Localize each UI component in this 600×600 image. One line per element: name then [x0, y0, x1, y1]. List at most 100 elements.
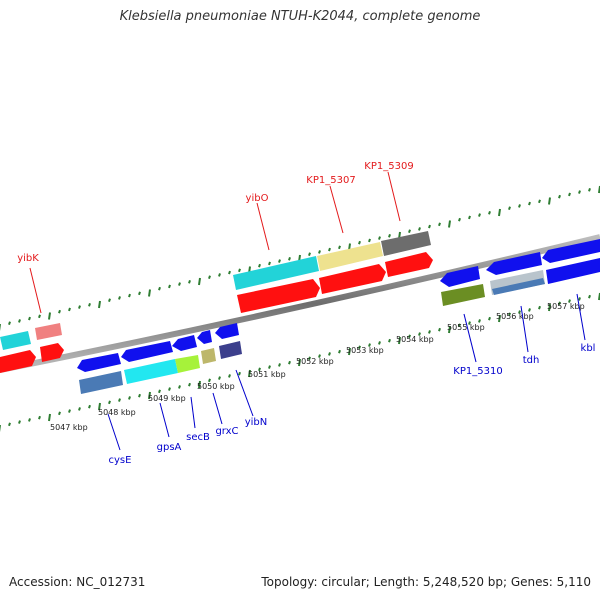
- gene-arrow-cyan-2[interactable]: [233, 256, 319, 290]
- minor-tick: [38, 415, 41, 420]
- minor-tick: [18, 420, 21, 424]
- gene-arrow-red-4[interactable]: [319, 264, 386, 294]
- minor-tick: [228, 374, 231, 378]
- gene-label-tdh[interactable]: tdh: [523, 355, 540, 366]
- minor-tick: [328, 247, 331, 252]
- gene-arrow-red-3[interactable]: [237, 279, 320, 313]
- minor-tick: [188, 279, 191, 284]
- minor-tick: [518, 310, 521, 314]
- reverse-strand-genes: [77, 239, 600, 394]
- gene-label-kbl[interactable]: kbl: [581, 343, 596, 354]
- major-tick: [248, 369, 251, 378]
- minor-tick: [8, 422, 11, 427]
- tick-label: 5049 kbp: [148, 394, 186, 403]
- minor-tick: [278, 259, 281, 263]
- tick-label: 5057 kbp: [547, 302, 585, 311]
- genome-backbone: [0, 234, 600, 373]
- minor-tick: [68, 307, 71, 312]
- minor-tick: [258, 263, 261, 268]
- major-tick: [498, 314, 501, 323]
- minor-tick: [28, 316, 31, 321]
- gene-arrow-blue-5[interactable]: [215, 323, 239, 339]
- gene-arrow-cyan-1[interactable]: [0, 331, 31, 350]
- gene-arrow-red-1[interactable]: [0, 350, 36, 373]
- minor-tick: [328, 352, 331, 356]
- gene-block-olivedrab[interactable]: [441, 284, 485, 306]
- major-tick: [398, 336, 401, 345]
- gene-label-grxc[interactable]: grxC: [215, 426, 238, 437]
- minor-tick: [408, 229, 411, 234]
- minor-tick: [108, 298, 111, 303]
- tick-label: 5048 kbp: [98, 408, 136, 417]
- minor-tick: [318, 354, 321, 358]
- gene-label-cyse[interactable]: cysE: [109, 455, 132, 466]
- gene-arrow-blue-8[interactable]: [542, 239, 600, 263]
- gene-block-steelblue-2[interactable]: [546, 258, 600, 284]
- gene-arrow-blue-1[interactable]: [77, 353, 121, 372]
- gene-block-navy[interactable]: [219, 341, 242, 359]
- gene-arrow-blue-6[interactable]: [440, 266, 480, 287]
- gene-block-olive[interactable]: [201, 348, 216, 364]
- minor-tick: [108, 400, 111, 405]
- major-tick: [148, 391, 151, 400]
- major-tick: [98, 300, 101, 309]
- minor-tick: [278, 363, 281, 367]
- tick-label: 5055 kbp: [447, 323, 485, 332]
- gene-label-yibn[interactable]: yibN: [245, 417, 268, 428]
- gene-label-yibo[interactable]: yibO: [246, 193, 269, 204]
- tick-labels: 5047 kbp 5048 kbp 5049 kbp 5050 kbp 5051…: [50, 302, 585, 432]
- minor-tick: [138, 291, 141, 296]
- minor-tick: [78, 305, 81, 309]
- minor-tick: [158, 389, 161, 394]
- minor-tick: [8, 321, 11, 326]
- gene-block-green[interactable]: [175, 355, 200, 373]
- tick-label: 5051 kbp: [248, 370, 286, 379]
- minor-tick: [518, 204, 521, 208]
- gene-arrow-gray[interactable]: [381, 231, 431, 256]
- gene-arrow-blue-2[interactable]: [121, 341, 173, 362]
- minor-tick: [418, 227, 421, 231]
- minor-tick: [228, 270, 231, 275]
- minor-tick: [78, 407, 81, 411]
- minor-tick: [438, 222, 441, 227]
- minor-tick: [558, 194, 561, 199]
- minor-tick: [68, 409, 71, 413]
- minor-tick: [318, 250, 321, 254]
- major-tick: [198, 277, 201, 286]
- minor-tick: [368, 238, 371, 243]
- minor-tick: [268, 365, 271, 369]
- major-tick: [48, 413, 51, 422]
- gene-arrow-khaki[interactable]: [317, 242, 383, 271]
- gene-arrow-blue-7[interactable]: [486, 252, 542, 275]
- gene-block-steelblue-1[interactable]: [79, 371, 123, 394]
- gene-label-kp1-5309[interactable]: KP1_5309: [364, 161, 413, 172]
- minor-tick: [28, 418, 31, 422]
- minor-tick: [418, 332, 421, 336]
- major-tick: [448, 325, 451, 334]
- minor-tick: [238, 268, 241, 273]
- minor-tick: [308, 252, 311, 257]
- gene-label-secb[interactable]: secB: [186, 432, 210, 443]
- gene-arrow-blue-4[interactable]: [197, 330, 212, 344]
- minor-tick: [218, 376, 221, 380]
- gene-label-gpsa[interactable]: gpsA: [157, 442, 182, 453]
- gene-block-steelblue-3[interactable]: [492, 278, 545, 295]
- minor-tick: [478, 319, 481, 323]
- gene-arrow-red-5[interactable]: [385, 252, 433, 277]
- gene-block-cyan[interactable]: [124, 359, 178, 384]
- gene-label-yibk[interactable]: yibK: [17, 253, 39, 264]
- gene-label-kp1-5310[interactable]: KP1_5310: [453, 366, 502, 377]
- minor-tick: [408, 334, 411, 339]
- topology-text: Topology: circular; Length: 5,248,520 bp…: [261, 575, 591, 589]
- gene-arrow-blue-3[interactable]: [172, 335, 197, 351]
- minor-tick: [578, 190, 581, 194]
- gene-arrow-pink[interactable]: [35, 323, 62, 340]
- minor-tick: [428, 224, 431, 229]
- minor-tick: [578, 297, 581, 301]
- gene-arrow-red-2[interactable]: [40, 343, 64, 362]
- minor-tick: [38, 314, 41, 319]
- minor-tick: [368, 343, 371, 347]
- gene-label-kp1-5307[interactable]: KP1_5307: [306, 175, 355, 186]
- forward-gene-labels: yibK yibO KP1_5307 KP1_5309: [17, 161, 414, 264]
